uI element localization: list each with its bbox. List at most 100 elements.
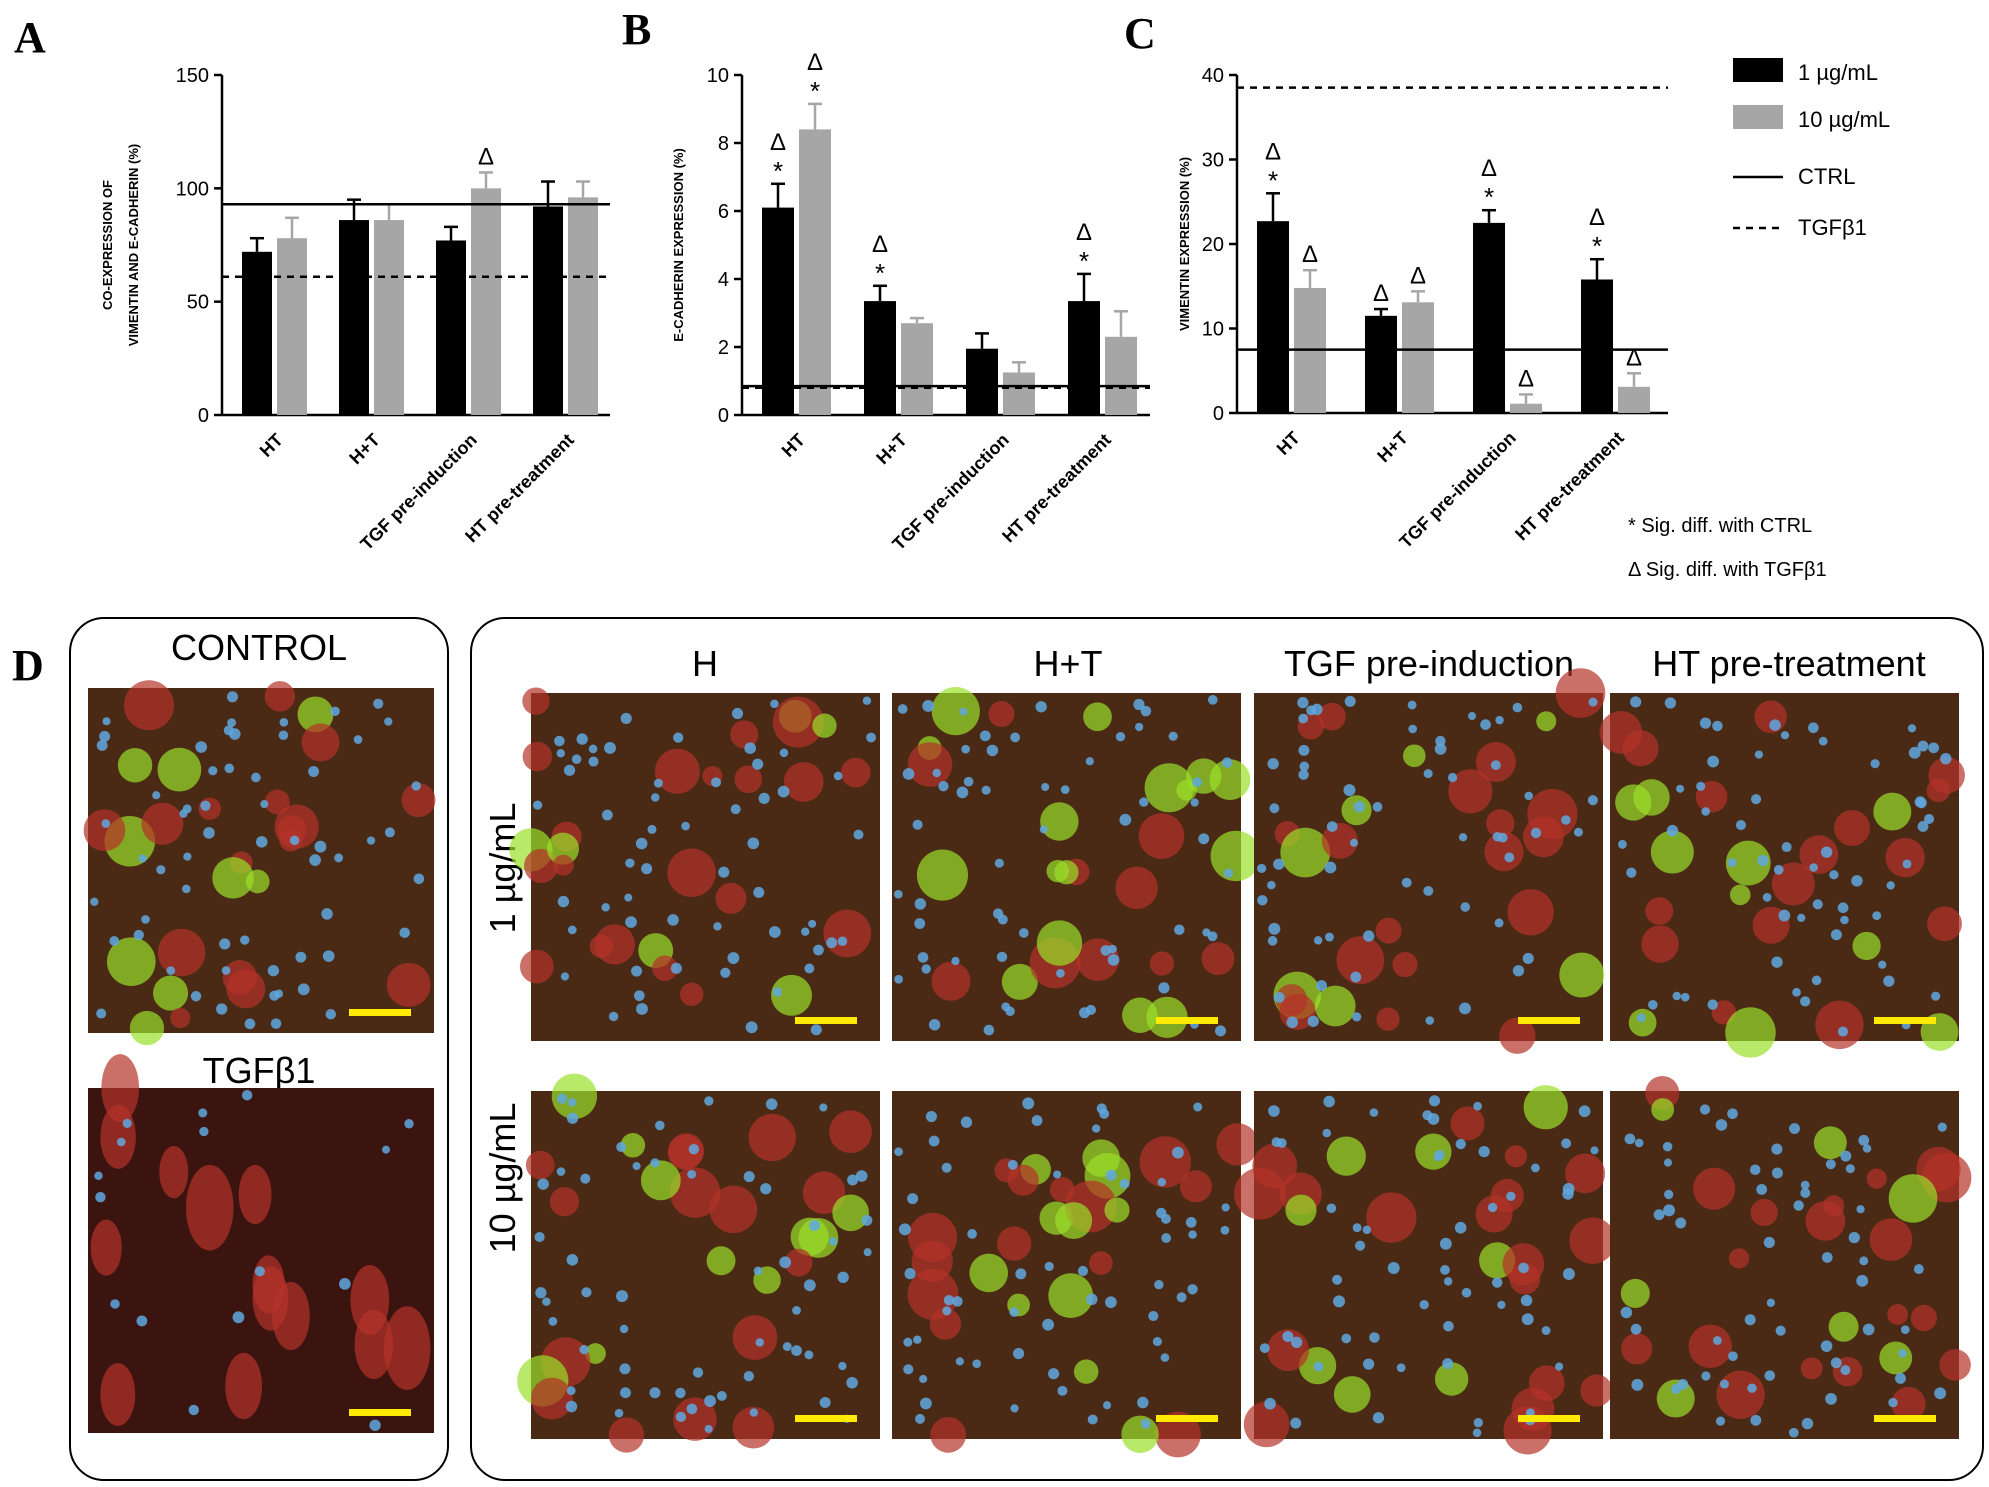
nucleus xyxy=(650,1158,660,1168)
nucleus xyxy=(1018,928,1029,938)
nucleus xyxy=(768,926,781,938)
nucleus xyxy=(1701,807,1710,816)
nucleus xyxy=(777,785,790,798)
nucleus xyxy=(1626,867,1637,878)
nucleus xyxy=(1363,930,1375,942)
nucleus xyxy=(1851,875,1863,887)
nucleus xyxy=(1588,697,1598,707)
cell-body xyxy=(264,681,296,712)
cell-body xyxy=(1834,809,1871,846)
micrograph-background xyxy=(531,1091,880,1439)
nucleus xyxy=(792,1306,801,1315)
nucleus xyxy=(853,829,864,840)
cell-body xyxy=(1725,1007,1776,1058)
nucleus xyxy=(1797,913,1806,922)
cell-body xyxy=(1176,779,1197,801)
nucleus xyxy=(688,1144,700,1155)
nucleus xyxy=(241,1089,253,1101)
nucleus xyxy=(1333,1295,1346,1308)
nucleus xyxy=(745,1021,758,1034)
nucleus xyxy=(620,1387,631,1399)
nucleus xyxy=(1756,1184,1768,1195)
nucleus xyxy=(731,707,744,720)
nucleus xyxy=(779,1256,792,1269)
nucleus xyxy=(1299,761,1310,772)
cell-body xyxy=(123,680,174,731)
nucleus xyxy=(1139,797,1149,807)
nucleus xyxy=(1401,877,1412,888)
nucleus xyxy=(894,1147,903,1157)
significance-delta: Δ xyxy=(1265,138,1281,165)
cell-body xyxy=(840,757,871,788)
nucleus xyxy=(166,966,176,975)
nucleus xyxy=(1825,1159,1836,1170)
nucleus xyxy=(1497,1300,1506,1309)
col-title-h: H xyxy=(692,643,718,684)
nucleus xyxy=(1140,705,1152,717)
cell-body xyxy=(709,1185,758,1234)
scale-bar xyxy=(349,1009,411,1016)
cell-body xyxy=(669,1167,721,1218)
nucleus xyxy=(1676,784,1685,793)
micrograph-10ug-col1 xyxy=(517,1073,880,1453)
nucleus xyxy=(1428,1095,1441,1107)
significance-delta: Δ xyxy=(478,143,494,170)
cell-body xyxy=(732,1406,775,1449)
nucleus xyxy=(1267,936,1278,946)
cell-body xyxy=(271,1281,310,1351)
nucleus xyxy=(1005,1006,1015,1017)
nucleus xyxy=(535,1287,547,1299)
cell-body xyxy=(1049,1177,1075,1202)
cell-body xyxy=(1138,813,1185,859)
nucleus xyxy=(1630,696,1642,708)
nucleus xyxy=(1221,757,1233,768)
nucleus xyxy=(1290,1336,1303,1349)
nucleus xyxy=(601,903,610,912)
cell-body xyxy=(1716,1370,1765,1419)
cell-body xyxy=(1805,1200,1846,1241)
nucleus xyxy=(1332,1274,1343,1285)
nucleus xyxy=(1316,980,1327,991)
nucleus xyxy=(608,1011,619,1022)
nucleus xyxy=(260,800,269,809)
nucleus xyxy=(1924,813,1935,824)
nucleus xyxy=(1773,864,1784,875)
nucleus xyxy=(803,1279,816,1292)
cell-body xyxy=(552,854,574,876)
cell-body xyxy=(522,741,553,772)
cell-body xyxy=(1888,1174,1938,1223)
micrograph-10ug-col4 xyxy=(1610,1075,1972,1439)
nucleus xyxy=(1664,697,1677,709)
cell-body xyxy=(1507,889,1554,936)
y-tick-label: 2 xyxy=(718,337,729,359)
nucleus xyxy=(1454,1221,1467,1234)
nucleus xyxy=(1808,722,1819,734)
nucleus xyxy=(110,1299,120,1309)
cell-body xyxy=(1179,1170,1212,1203)
y-tick-label: 30 xyxy=(1202,150,1224,172)
nucleus xyxy=(1555,1362,1564,1371)
nucleus xyxy=(1492,832,1503,842)
cell-body xyxy=(1144,763,1194,813)
significance-delta: Δ xyxy=(1076,219,1092,246)
nucleus xyxy=(1764,1370,1776,1381)
nucleus xyxy=(1057,1385,1068,1396)
nucleus xyxy=(1898,1349,1907,1358)
cell-body xyxy=(1499,1017,1536,1054)
nucleus xyxy=(571,754,582,765)
nucleus xyxy=(772,987,783,997)
nucleus xyxy=(1792,987,1801,997)
cell-body xyxy=(771,974,812,1016)
nucleus xyxy=(1350,971,1362,983)
nucleus xyxy=(938,781,949,792)
nucleus xyxy=(1744,1314,1756,1326)
nucleus xyxy=(1530,827,1542,839)
nucleus xyxy=(136,1315,148,1327)
nucleus xyxy=(1789,1123,1800,1135)
cell-body xyxy=(667,848,716,898)
cell-body xyxy=(812,713,837,738)
significance-star: * xyxy=(1592,231,1602,261)
category-label: HT xyxy=(778,430,809,461)
nucleus xyxy=(1662,1141,1673,1152)
cell-body xyxy=(301,723,340,762)
